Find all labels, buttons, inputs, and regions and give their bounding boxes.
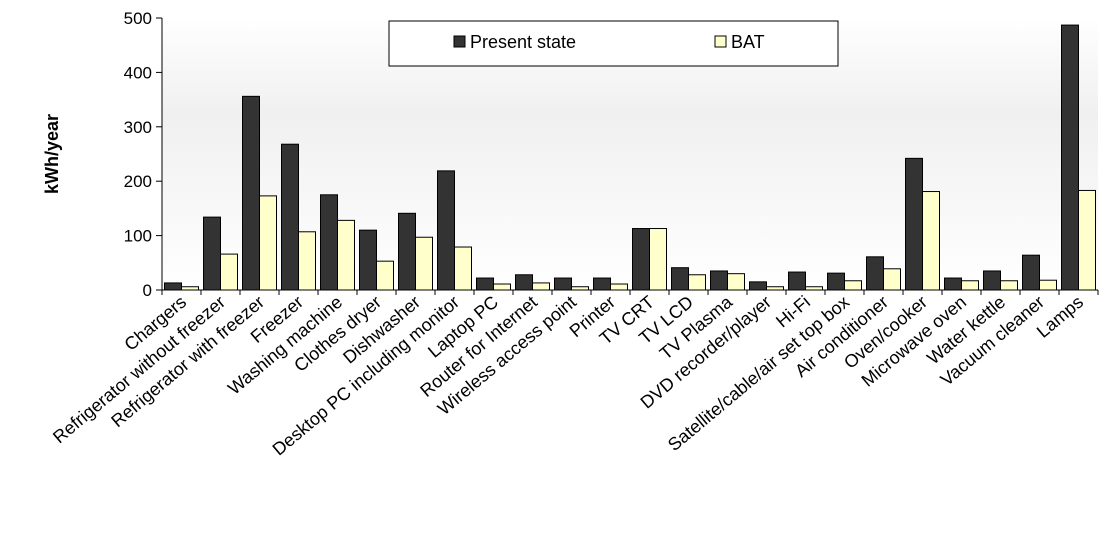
- bar-bat: [376, 260, 394, 291]
- legend-swatch-present-state: [453, 35, 466, 48]
- legend: Present state BAT: [388, 20, 839, 67]
- bar-present-state: [203, 216, 221, 291]
- bar-present-state: [671, 267, 689, 291]
- bar-present-state: [281, 143, 299, 291]
- bar-present-state: [1061, 24, 1079, 291]
- bar-present-state: [437, 170, 455, 291]
- legend-swatch-bat: [714, 35, 727, 48]
- bar-present-state: [164, 282, 182, 291]
- bar-bat: [844, 280, 862, 291]
- bar-bat: [415, 236, 433, 291]
- y-tick-label: 300: [124, 118, 152, 137]
- bar-present-state: [710, 270, 728, 291]
- y-axis-ticks: 0 100 200 300 400 500: [124, 9, 162, 300]
- bar-bat: [961, 280, 979, 291]
- bar-bat: [610, 283, 628, 291]
- bars-group: [161, 24, 1099, 295]
- bar-present-state: [749, 281, 767, 291]
- bar-bat: [649, 228, 667, 291]
- y-tick-label: 200: [124, 172, 152, 191]
- bar-bat: [532, 282, 550, 291]
- bar-present-state: [476, 277, 494, 291]
- bar-present-state: [398, 212, 416, 291]
- x-category-label: Refrigerator without freezer: [49, 292, 229, 448]
- bar-bat: [454, 246, 472, 291]
- bar-bat: [1000, 280, 1018, 291]
- bar-present-state: [320, 194, 338, 291]
- bar-bat: [727, 273, 745, 291]
- bar-bat: [1078, 189, 1096, 291]
- legend-label-present-state: Present state: [470, 32, 576, 52]
- bar-present-state: [944, 277, 962, 291]
- bar-bat: [1039, 279, 1057, 291]
- x-category-label: Refrigerator with freezer: [107, 292, 268, 431]
- y-tick-label: 100: [124, 227, 152, 246]
- bar-present-state: [242, 95, 260, 291]
- bar-present-state: [359, 229, 377, 291]
- bar-bat: [298, 231, 316, 291]
- bar-bat: [688, 274, 706, 291]
- bar-present-state: [554, 277, 572, 291]
- bar-present-state: [515, 274, 533, 291]
- y-tick-label: 500: [124, 9, 152, 28]
- bar-bat: [337, 219, 355, 291]
- y-tick-label: 0: [143, 281, 152, 300]
- bar-bat: [259, 195, 277, 291]
- bar-present-state: [983, 270, 1001, 291]
- y-axis-label: kWh/year: [42, 114, 62, 194]
- bar-present-state: [1022, 254, 1040, 291]
- bar-present-state: [788, 271, 806, 291]
- legend-label-bat: BAT: [731, 32, 765, 52]
- bar-present-state: [905, 157, 923, 291]
- bar-bat: [493, 283, 511, 291]
- bar-bat: [220, 253, 238, 291]
- bar-present-state: [593, 277, 611, 291]
- bar-present-state: [827, 272, 845, 291]
- y-tick-label: 400: [124, 63, 152, 82]
- bar-present-state: [866, 256, 884, 291]
- bar-present-state: [632, 228, 650, 291]
- bar-bat: [883, 268, 901, 291]
- bar-bat: [922, 191, 940, 291]
